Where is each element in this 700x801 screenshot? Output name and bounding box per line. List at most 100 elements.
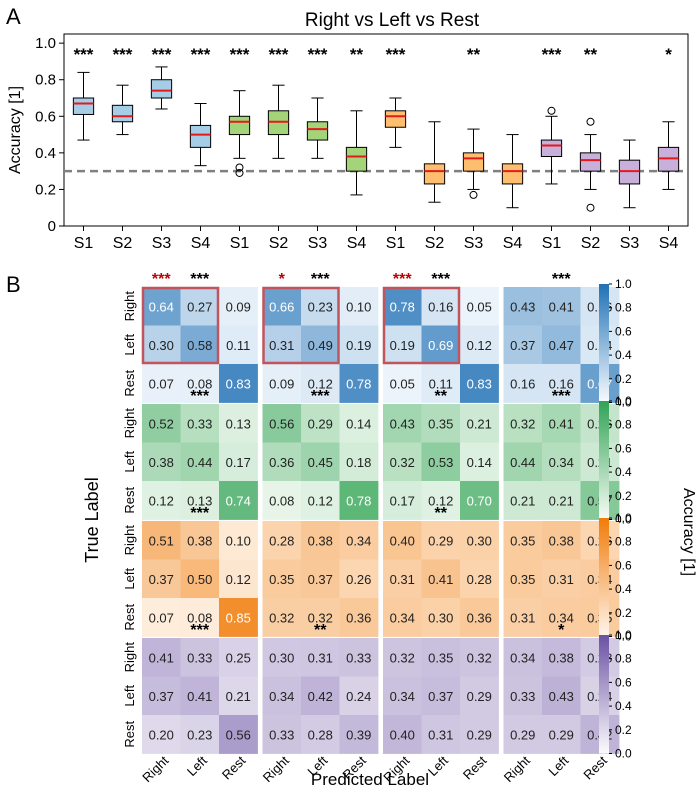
heatmap-cell <box>542 442 581 482</box>
outlier-point <box>469 190 478 199</box>
cell-value: 0.21 <box>510 493 535 508</box>
heatmap-cell <box>383 404 422 443</box>
heatmap-cell <box>542 521 581 560</box>
colorbar-tick-label: 0.8 <box>615 535 632 549</box>
confusion-matrix-r4-c3: 0.32 0.35 0.32 0.34 0.37 0.29 0.40 0.31 0.29 <box>383 638 499 754</box>
x-tick-label: S3 <box>620 235 640 252</box>
heatmap-cell <box>262 676 302 716</box>
x-tick-label: S3 <box>308 235 328 252</box>
heatmap-cell <box>219 481 258 520</box>
y-tick-label: 0.8 <box>35 72 56 89</box>
x-tick-label: S1 <box>386 235 406 252</box>
cell-value: 0.33 <box>510 689 535 704</box>
significance-marker-red: *** <box>393 271 412 288</box>
heatmap-cell <box>383 325 422 365</box>
heatmap-cell <box>180 638 220 677</box>
cell-value: 0.52 <box>149 416 174 431</box>
cell-value: 0.30 <box>467 533 492 548</box>
box-9 <box>384 97 407 148</box>
cell-value: 0.32 <box>467 650 492 665</box>
cell-value: 0.34 <box>549 610 574 625</box>
cell-value: 0.38 <box>149 455 174 470</box>
cell-value: 0.29 <box>510 727 535 742</box>
heatmap-cell <box>142 364 181 403</box>
cell-value: 0.31 <box>308 650 333 665</box>
heatmap-cell <box>301 404 340 443</box>
confusion-matrix-r1-c2: 0.66 0.23 0.100.31 0.49 0.190.09 0.12 0.78* *** <box>262 271 379 403</box>
confusion-matrix-r2-c2: 0.56 0.29 0.14 0.36 0.45 0.18 0.08 0.12 0.78 *** <box>262 388 379 520</box>
cell-value: 0.32 <box>390 455 415 470</box>
heatmap-cell <box>503 442 543 482</box>
significance-marker: *** <box>190 622 209 639</box>
heatmap-cell <box>142 404 181 443</box>
cell-value: 0.37 <box>308 572 333 587</box>
cell-value: 0.08 <box>187 610 212 625</box>
colorbar-tick-label: 0.2 <box>615 606 632 620</box>
cell-value: 0.09 <box>226 299 251 314</box>
heatmap-cell <box>421 404 461 443</box>
heatmap-cell <box>339 481 379 520</box>
cell-value: 0.44 <box>187 455 212 470</box>
column-label: Left <box>545 753 571 779</box>
cell-value: 0.24 <box>346 689 371 704</box>
cell-value: 0.26 <box>346 572 371 587</box>
heatmap-cell <box>421 521 461 560</box>
heatmap-cell <box>180 598 220 637</box>
heatmap-cell <box>542 481 581 520</box>
heatmap-cell <box>219 676 258 716</box>
colorbar <box>599 401 609 520</box>
significance-marker: ** <box>350 45 364 64</box>
heatmap-cell <box>180 404 220 443</box>
colorbar-tick-label: 0.4 <box>615 582 632 596</box>
box-2 <box>111 84 134 136</box>
x-tick-label: S2 <box>425 235 445 252</box>
cell-value: 0.12 <box>308 493 333 508</box>
cell-value: 0.38 <box>549 650 574 665</box>
heatmap-cell <box>542 404 581 443</box>
cell-value: 0.41 <box>549 299 574 314</box>
row-label: Rest <box>122 720 137 747</box>
confusion-matrix-r3-c2: 0.28 0.38 0.34 0.35 0.37 0.26 0.32 0.32 0.36 <box>262 521 379 637</box>
cell-value: 0.27 <box>187 299 212 314</box>
confusion-matrix-r1-c3: 0.78 0.16 0.050.19 0.69 0.120.05 0.11 0.83*** *… <box>382 271 499 403</box>
cell-value: 0.35 <box>269 572 294 587</box>
cell-value: 0.78 <box>390 299 415 314</box>
significance-marker: * <box>665 45 672 64</box>
heatmap-cell <box>142 715 181 754</box>
confusion-matrix-r3-c4: 0.350.380.260.350.310.340.310.340.35 <box>503 521 620 637</box>
cell-value: 0.12 <box>428 493 453 508</box>
x-tick-label: S4 <box>191 235 211 252</box>
heatmap-cell <box>262 715 302 754</box>
cell-value: 0.34 <box>269 689 294 704</box>
heatmap-cell <box>262 404 302 443</box>
iqr-box <box>384 110 407 128</box>
significance-marker: ** <box>314 622 327 639</box>
cell-value: 0.43 <box>390 416 415 431</box>
heatmap-cell <box>301 521 340 560</box>
heatmap-cell <box>542 715 581 754</box>
cell-value: 0.11 <box>226 338 250 353</box>
colorbar-tick-label: 0.2 <box>615 372 632 386</box>
heatmap-cell <box>460 638 499 677</box>
cell-value: 0.31 <box>549 572 574 587</box>
significance-marker: *** <box>190 505 209 522</box>
cell-value: 0.40 <box>390 727 415 742</box>
heatmap-cell <box>383 676 422 716</box>
x-tick-label: S2 <box>581 235 601 252</box>
heatmap-cell <box>142 287 181 326</box>
cell-value: 0.64 <box>149 299 174 314</box>
box-15 <box>618 139 641 209</box>
cell-value: 0.12 <box>467 338 492 353</box>
heatmap-cell <box>421 598 461 637</box>
cell-value: 0.38 <box>549 533 574 548</box>
heatmap-cell <box>142 598 181 637</box>
heatmap-cell <box>460 676 499 716</box>
heatmap-cell <box>460 287 499 326</box>
cell-value: 0.36 <box>269 455 294 470</box>
heatmap-cell <box>460 404 499 443</box>
heatmap-cell <box>421 715 461 754</box>
heatmap-cell <box>142 325 181 365</box>
cell-value: 0.14 <box>467 455 492 470</box>
heatmap-cell <box>421 676 461 716</box>
heatmap-cell <box>180 559 220 599</box>
